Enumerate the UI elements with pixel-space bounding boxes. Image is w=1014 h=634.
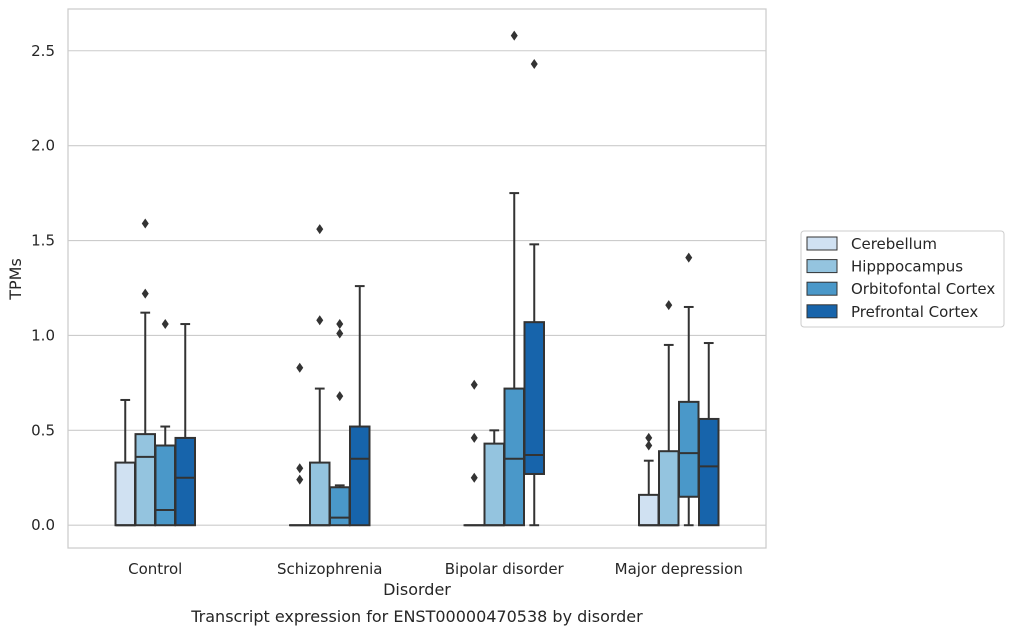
box-body [483,442,505,527]
box [503,30,525,527]
box-body [658,450,680,527]
box [114,398,136,527]
box [154,319,176,527]
outlier-point [665,300,673,311]
outlier-point [645,440,653,451]
x-tick-label: Bipolar disorder [445,560,565,578]
legend-swatch [806,304,838,319]
chart-caption: Transcript expression for ENST0000047053… [190,607,643,626]
legend-label: Orbitofontal Cortex [851,280,995,298]
outlier-point [316,224,324,235]
y-tick-label: 0.0 [31,516,55,534]
outlier-point [645,432,653,443]
y-axis-label: TPMs [6,258,25,301]
box-body [698,417,720,527]
box-body [174,436,196,527]
x-tick-label: Major depression [615,560,743,578]
legend-swatch [806,259,838,274]
plot-frame [67,8,767,549]
box [463,379,485,527]
box [638,432,660,527]
x-axis-label: Disorder [383,580,451,599]
outlier-point [141,218,149,229]
box [698,342,720,527]
box-body [154,444,176,527]
legend-swatch [806,236,838,251]
box [174,323,196,527]
outlier-point [296,474,304,485]
box-body [329,486,351,527]
legend: Cerebellum Hipppocampus Orbitofontal Corte… [800,230,1005,328]
box-body [309,461,331,527]
x-tick-label: Schizophrenia [277,560,382,578]
legend-label: Cerebellum [851,235,937,253]
x-axis-ticks: Control Schizophrenia Bipolar disorder Majo… [128,560,743,578]
box [329,319,351,527]
legend-label: Hipppocampus [851,258,963,276]
y-tick-label: 1.0 [31,326,55,344]
outlier-point [470,432,478,443]
box-body [678,400,700,498]
box [349,285,371,527]
outlier-point [530,59,538,70]
legend-frame [800,230,1005,328]
legend-label: Prefrontal Cortex [851,303,978,321]
outlier-point [141,288,149,299]
outlier-point [336,391,344,402]
box-body [503,387,525,527]
box-body [523,321,545,475]
outlier-point [296,362,304,373]
outlier-point [336,319,344,330]
box-plot-marks [114,30,720,527]
box [309,224,331,527]
y-tick-label: 0.5 [31,421,55,439]
box [289,362,311,527]
outlier-point [470,379,478,390]
outlier-point [685,252,693,263]
outlier-point [510,30,518,41]
box [658,300,680,527]
y-tick-label: 1.5 [31,232,55,250]
box-body [349,425,371,527]
outlier-point [470,472,478,483]
box [134,218,156,527]
box-body [638,493,660,527]
box-body [134,433,156,527]
y-tick-label: 2.5 [31,42,55,60]
y-tick-label: 2.0 [31,137,55,155]
y-axis-ticks: 0.0 0.5 1.0 1.5 2.0 2.5 [31,42,55,534]
outlier-point [296,463,304,474]
outlier-point [161,319,169,330]
box-body [114,461,136,527]
x-tick-label: Control [128,560,182,578]
outlier-point [336,328,344,339]
legend-swatch [806,281,838,296]
box [523,59,545,527]
box [483,429,505,527]
outlier-point [316,315,324,326]
box [678,252,700,527]
